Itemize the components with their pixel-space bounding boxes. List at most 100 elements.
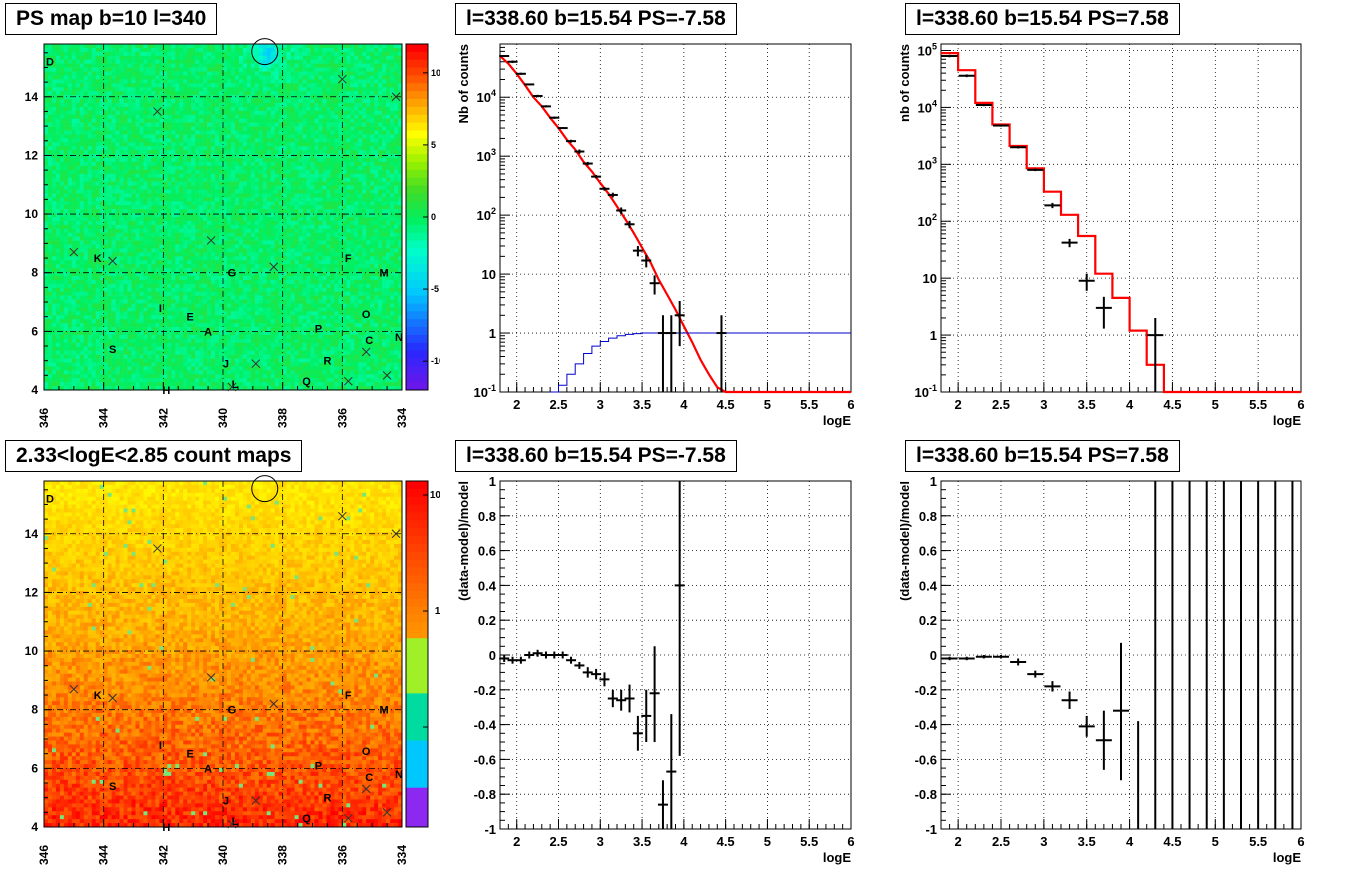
colorbar xyxy=(406,44,428,391)
x-tick-label: 2 xyxy=(513,834,520,849)
colorbar-tick-label: 102 xyxy=(430,484,440,501)
x-tick-label: 2 xyxy=(513,397,520,412)
y-tick-label: 0.2 xyxy=(919,613,937,628)
y-tick-label: 102 xyxy=(918,212,937,229)
x-tick-label: 2.5 xyxy=(549,834,567,849)
y-axis-label: nb of counts xyxy=(900,44,912,122)
source-label: A xyxy=(204,763,212,775)
ps-map-panel: 346 344 342 340 338 336 334 4 6 8 10 12 14 10 5 0 -5 -10 D… xyxy=(25,38,440,428)
y-tick-label: 0.8 xyxy=(478,509,496,524)
colorbar-tick-label: 10 xyxy=(435,606,440,617)
y-tick-label: -0.4 xyxy=(474,718,497,733)
source-label: A xyxy=(204,326,212,338)
source-label: C xyxy=(365,335,373,347)
x-tick-label: 3 xyxy=(597,397,604,412)
x-tick-label: 344 xyxy=(97,408,111,428)
y-tick-label: 1 xyxy=(930,328,937,343)
y-tick-label: 4 xyxy=(31,820,38,834)
y-axis-label: (data-model)/model xyxy=(456,481,471,601)
y-axis-label: (data-model)/model xyxy=(900,481,912,601)
source-cross xyxy=(153,107,162,116)
x-tick-label: 2.5 xyxy=(992,834,1010,849)
source-cross xyxy=(69,684,79,694)
source-cross xyxy=(227,819,237,829)
source-circle xyxy=(251,38,279,66)
plot-frame xyxy=(499,43,852,393)
y-tick-label: 10 xyxy=(25,207,39,221)
source-label: R xyxy=(323,793,331,805)
x-tick-label: 3 xyxy=(1040,397,1047,412)
source-cross xyxy=(108,693,117,703)
source-cross xyxy=(206,673,216,682)
x-tick-label: 5.5 xyxy=(800,834,818,849)
source-label: Q xyxy=(302,376,311,388)
x-tick-label: 342 xyxy=(156,408,170,428)
x-tick-label: 340 xyxy=(216,408,230,428)
colorbar xyxy=(406,481,428,828)
y-tick-label: 0.4 xyxy=(919,578,938,593)
y-tick-label: -1 xyxy=(484,822,496,837)
x-tick-label: 346 xyxy=(37,408,51,428)
y-tick-label: 10 xyxy=(482,267,496,282)
x-tick-label: 4 xyxy=(1126,834,1134,849)
count-map-panel: 346344342340338336334468101214102101DKGF… xyxy=(25,475,440,865)
x-tick-label: 334 xyxy=(395,845,409,865)
x-tick-label: 6 xyxy=(847,397,854,412)
source-cross xyxy=(153,544,162,553)
x-tick-label: 340 xyxy=(216,845,230,865)
y-tick-label: 102 xyxy=(477,206,496,223)
y-tick-label: -0.8 xyxy=(915,787,937,802)
y-tick-label: 0.2 xyxy=(478,613,496,628)
x-tick-label: 5.5 xyxy=(800,397,818,412)
source-cross xyxy=(361,784,371,794)
source-label: E xyxy=(187,749,194,761)
spectrum-panel-negative: 2 2.5 3 3.5 4 4.5 5 5.5 6 10-1 1 10 102 103 104 logE Nb … xyxy=(456,43,855,428)
source-label: D xyxy=(46,57,54,69)
x-tick-label: 6 xyxy=(847,834,854,849)
y-tick-label: 1 xyxy=(489,474,496,489)
colorbar-tick-label: 5 xyxy=(431,140,436,150)
source-cross xyxy=(337,511,347,521)
x-tick-label: 3 xyxy=(1040,834,1047,849)
x-tick-label: 338 xyxy=(276,408,290,428)
plot-frame xyxy=(940,43,1302,393)
y-tick-label: 1 xyxy=(489,326,496,341)
spectrum-title-negative: l=338.60 b=15.54 PS=-7.58 xyxy=(455,3,737,35)
colorbar-tick-label: 10 xyxy=(431,68,440,78)
y-tick-label: 10-1 xyxy=(474,383,496,400)
source-label: O xyxy=(362,746,371,758)
x-tick-label: 4 xyxy=(680,834,688,849)
source-label: S xyxy=(109,344,116,356)
source-cross xyxy=(251,359,261,368)
x-tick-label: 336 xyxy=(335,845,349,865)
source-label: K xyxy=(94,690,102,702)
count-map-title: 2.33<logE<2.85 count maps xyxy=(5,440,303,472)
x-tick-label: 3.5 xyxy=(633,834,651,849)
x-tick-label: 5 xyxy=(764,397,771,412)
y-tick-label: 8 xyxy=(31,266,38,280)
source-label: S xyxy=(109,781,116,793)
colorbar-frame xyxy=(405,480,429,828)
x-tick-label: 4.5 xyxy=(1163,834,1181,849)
x-tick-label: 5.5 xyxy=(1249,834,1267,849)
x-tick-label: 338 xyxy=(276,845,290,865)
x-tick-label: 342 xyxy=(156,845,170,865)
model-curve-red xyxy=(499,55,851,394)
x-tick-label: 3.5 xyxy=(633,397,651,412)
residual-panel-positive: 2 2.5 3 3.5 4 4.5 5 5.5 6 -1 -0.8 -0.6 -0.4 -0.2 0 0.2 0… xyxy=(900,474,1305,865)
x-tick-label: 2 xyxy=(955,834,962,849)
y-tick-label: 12 xyxy=(25,585,39,599)
source-label: P xyxy=(315,760,322,772)
source-label: C xyxy=(365,772,373,784)
colorbar-tick-label: -10 xyxy=(431,356,440,366)
source-label: Q xyxy=(302,813,311,825)
source-label: R xyxy=(323,356,331,368)
y-tick-label: 14 xyxy=(25,527,39,541)
y-tick-label: -0.6 xyxy=(915,752,937,767)
x-axis-label: logE xyxy=(1273,850,1301,865)
residual-title-positive: l=338.60 b=15.54 PS=7.58 xyxy=(905,440,1180,472)
colorbar-tick-label: -5 xyxy=(431,284,439,294)
y-tick-label: 8 xyxy=(31,703,38,717)
source-cross xyxy=(108,256,117,266)
y-tick-label: 14 xyxy=(25,90,39,104)
